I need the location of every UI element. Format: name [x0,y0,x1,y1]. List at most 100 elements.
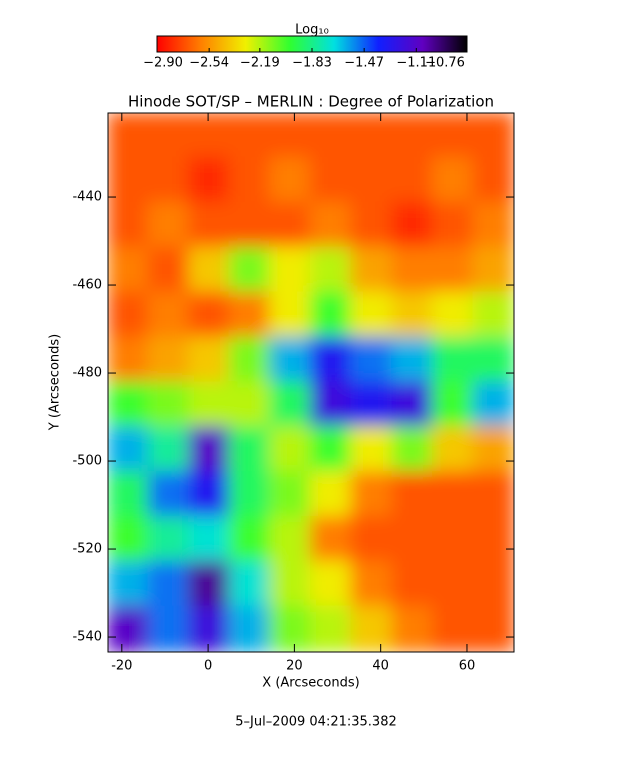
heat-cell [188,560,231,608]
heat-cell [269,336,312,384]
heat-cell [309,426,353,474]
heat-cell [431,471,475,518]
heat-cell [309,515,353,563]
heat-cell [108,426,150,474]
y-tick-label: -440 [72,190,102,205]
heat-cell [350,471,393,518]
colorbar-tick-label: −1.83 [292,56,332,71]
heat-cell [309,560,353,608]
heat-cell [391,156,434,204]
colorbar-tick-label: −2.54 [189,56,229,71]
heat-cell [309,113,353,159]
colorbar-tick-label: −2.90 [143,56,183,71]
heat-cell [269,201,312,249]
heat-cell [431,381,475,429]
heat-cell [431,291,475,339]
heat-cell [228,336,272,384]
heat-cell [350,426,393,474]
y-tick-label: -520 [72,542,102,557]
heat-cell [350,560,393,608]
heat-cell [431,605,475,652]
heat-cell [391,291,434,339]
heat-cell [472,291,514,339]
heat-cell [391,471,434,518]
heat-cell [269,515,312,563]
y-tick-label: -540 [72,630,102,645]
y-axis-label: Y (Arcseconds) [48,334,63,431]
heat-cell [431,560,475,608]
colorbar-tick-label: −1.11 [396,56,436,71]
heat-cell [188,605,231,652]
heat-cell [391,381,434,429]
heat-cell [228,201,272,249]
heat-cell [147,201,191,249]
heat-cell [309,605,353,652]
heat-cell [472,246,514,294]
heat-cell [188,336,231,384]
heat-cell [391,201,434,249]
heat-cell [431,201,475,249]
x-axis-label: X (Arcseconds) [262,676,359,691]
heat-cell [108,471,150,518]
heat-cell [350,605,393,652]
heat-cell [228,246,272,294]
heat-cell [147,605,191,652]
heat-cell [269,113,312,159]
heat-cell [309,471,353,518]
heat-cell [472,156,514,204]
heat-cell [391,560,434,608]
heat-cell [228,156,272,204]
heat-cell [228,381,272,429]
heat-cell [147,560,191,608]
heat-cell [147,156,191,204]
heat-cell [108,336,150,384]
x-tick-label: 0 [204,659,212,674]
heat-cell [269,471,312,518]
heat-cell [108,156,150,204]
heat-cell [269,246,312,294]
heat-cell [147,381,191,429]
heat-cell [391,113,434,159]
heat-cell [188,113,231,159]
heat-cell [147,515,191,563]
heat-cell [188,471,231,518]
y-tick-label: -480 [72,366,102,381]
heat-cell [108,201,150,249]
heat-cell [228,471,272,518]
heat-cell [269,381,312,429]
heat-cell [431,246,475,294]
heat-cell [269,560,312,608]
heat-cell [472,605,514,652]
heat-cell [188,201,231,249]
y-tick-label: -460 [72,278,102,293]
heat-cell [188,515,231,563]
heat-cell [391,515,434,563]
heat-cell [431,113,475,159]
heat-cell [309,336,353,384]
heat-cell [391,336,434,384]
plot-frame [107,112,515,653]
colorbar-title: Log₁₀ [295,23,329,38]
heat-cell [472,426,514,474]
heat-cell [188,156,231,204]
heat-cell [147,291,191,339]
heat-cell [391,246,434,294]
heat-cell [108,605,150,652]
heat-cell [309,246,353,294]
x-tick-label: 40 [372,659,389,674]
heat-cell [309,201,353,249]
heat-cell [391,605,434,652]
heat-cell [309,291,353,339]
heat-cell [309,381,353,429]
heat-cell [350,381,393,429]
heat-cell [228,426,272,474]
heat-cell [269,605,312,652]
heat-cell [228,515,272,563]
heat-cell [108,515,150,563]
heat-cell [108,560,150,608]
heat-cell [431,156,475,204]
heat-cell [431,336,475,384]
heat-cell [228,605,272,652]
heat-cell [472,515,514,563]
